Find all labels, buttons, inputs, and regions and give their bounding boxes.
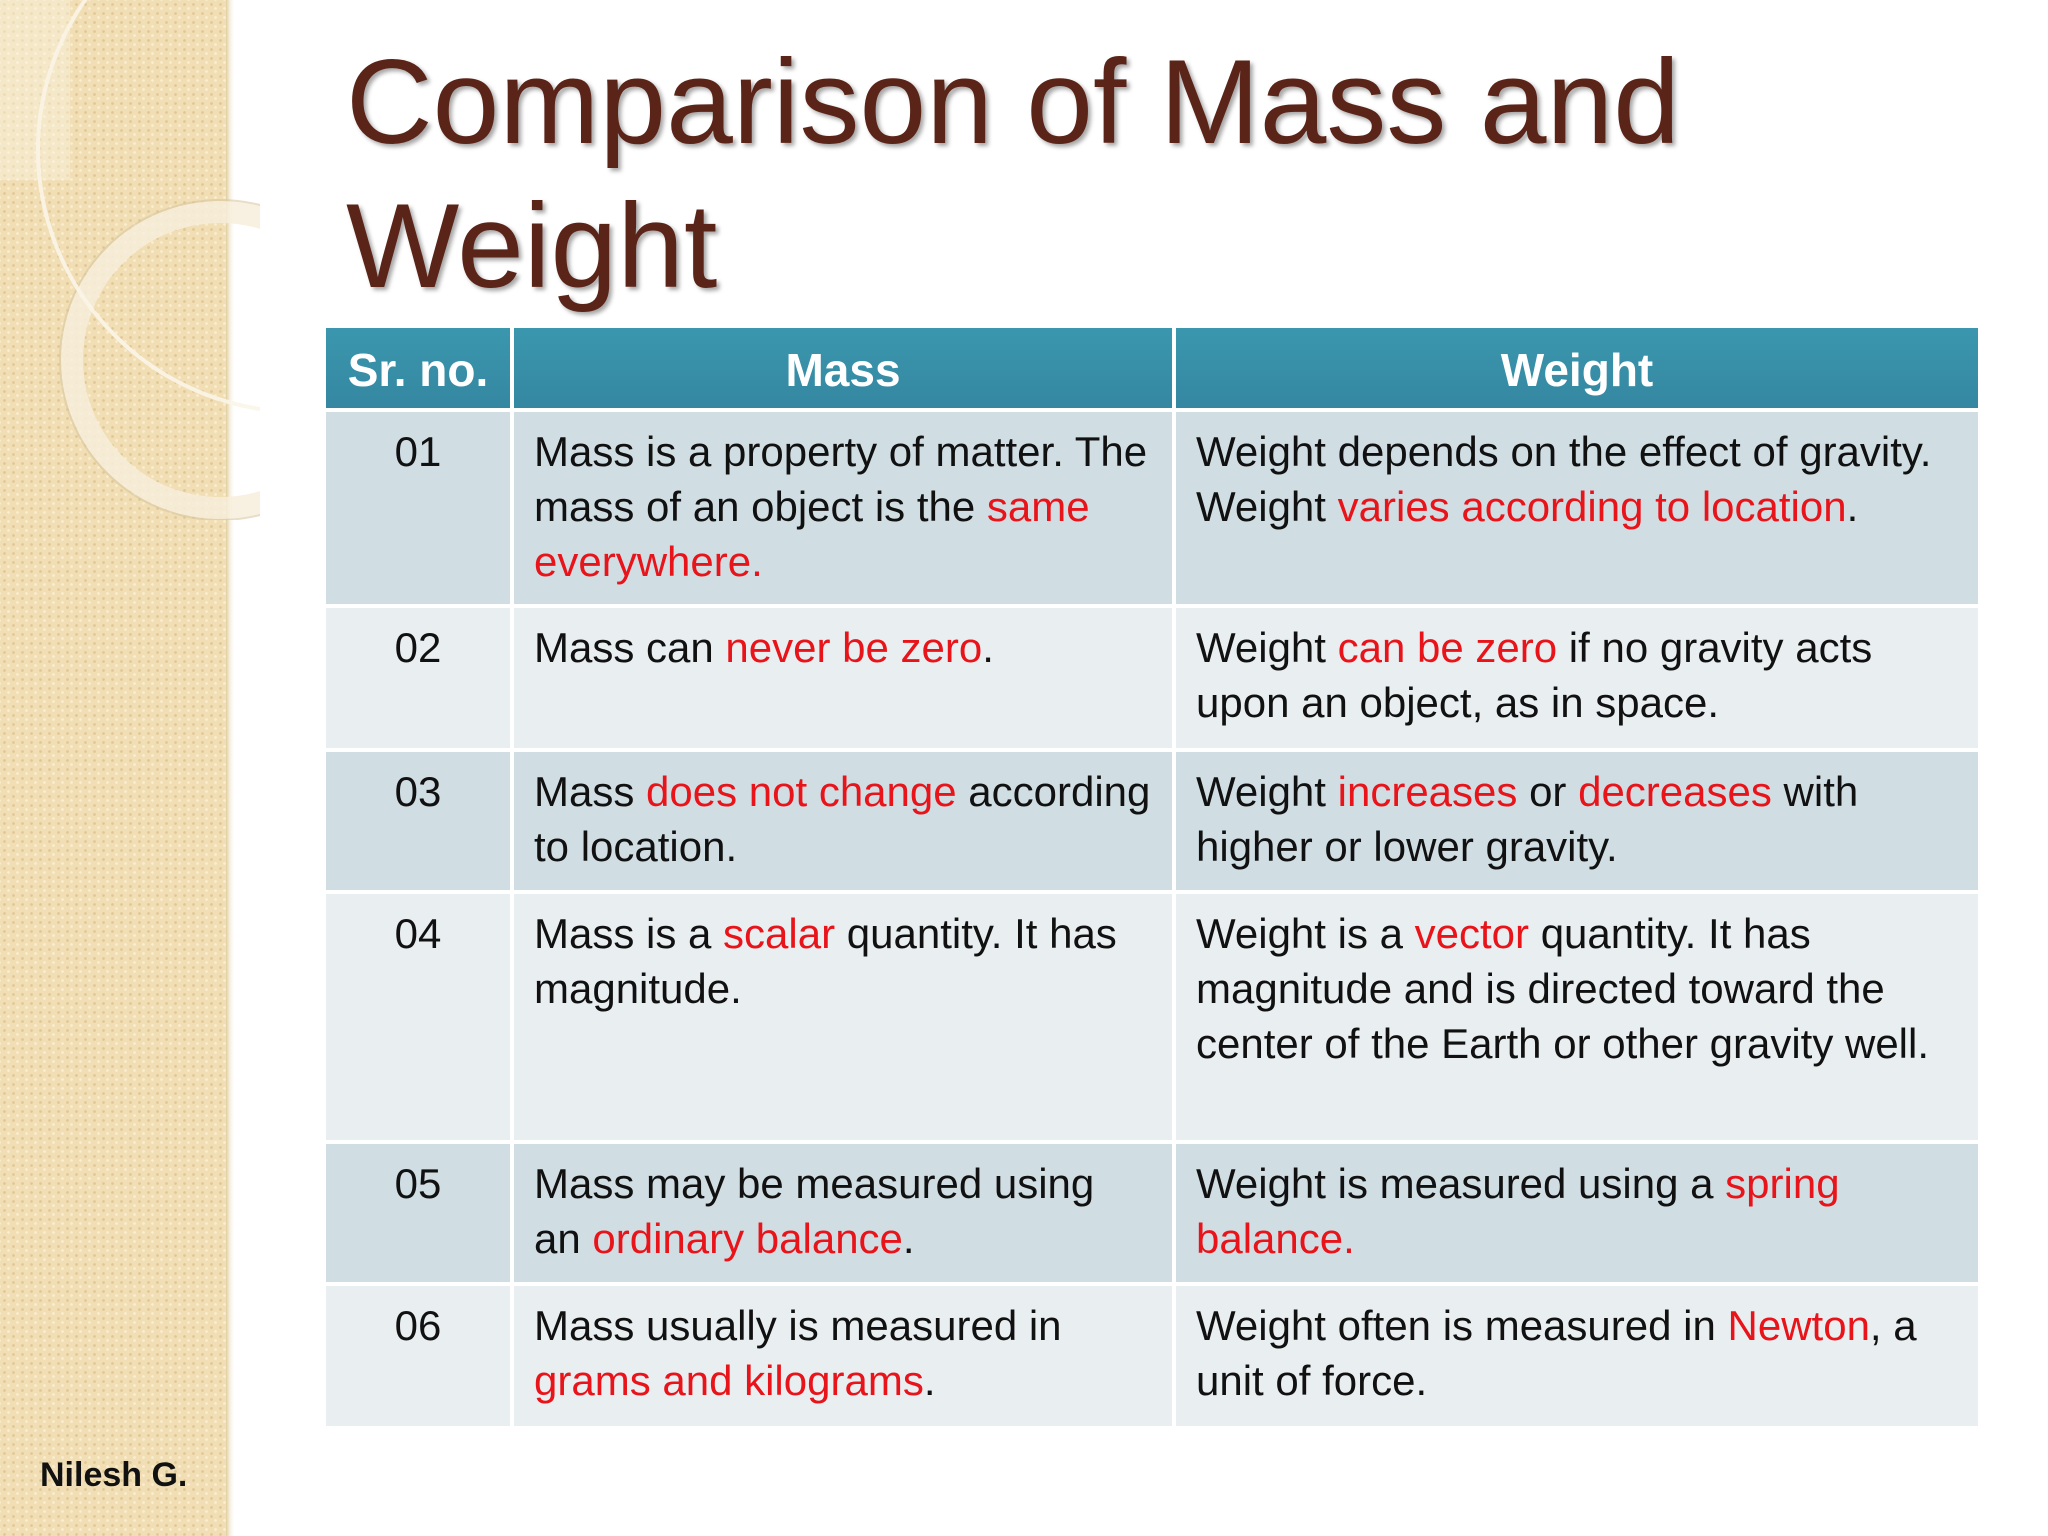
table-row: 03 Mass does not change according to loc… (322, 748, 1982, 894)
weight-text: if no gravity acts upon an object, as in… (1196, 624, 1873, 726)
weight-cell: Weight is a vector quantity. It has magn… (1172, 890, 1982, 1144)
weight-text: Weight is a (1196, 910, 1415, 957)
header-mass: Mass (510, 324, 1176, 412)
mass-highlight: same everywhere. (534, 483, 1090, 585)
weight-highlight: Newton (1727, 1302, 1870, 1349)
header-weight: Weight (1172, 324, 1982, 412)
weight-highlight: increases (1337, 768, 1518, 815)
weight-text: or (1517, 768, 1579, 815)
mass-cell: Mass is a property of matter. The mass o… (510, 408, 1176, 608)
weight-highlight: spring balance. (1196, 1160, 1840, 1262)
row-number: 01 (322, 408, 514, 608)
mass-text: Mass is a property of matter. The mass o… (534, 428, 1148, 530)
table-row: 05 Mass may be measured using an ordinar… (322, 1140, 1982, 1286)
row-number: 04 (322, 890, 514, 1144)
table-row: 01 Mass is a property of matter. The mas… (322, 408, 1982, 608)
comparison-table: Sr. no. Mass Weight 01 Mass is a propert… (322, 324, 1982, 1430)
mass-text: Mass may be measured using an (534, 1160, 1095, 1262)
row-number: 02 (322, 604, 514, 752)
weight-text: quantity. It has magnitude and is direct… (1196, 910, 1930, 1067)
row-number: 03 (322, 748, 514, 894)
weight-highlight: vector (1414, 910, 1530, 957)
mass-highlight: grams and kilograms (534, 1357, 924, 1404)
weight-text: Weight is measured using a (1196, 1160, 1726, 1207)
decorative-rings (0, 0, 260, 520)
table-row: 04 Mass is a scalar quantity. It has mag… (322, 890, 1982, 1144)
mass-cell: Mass does not change according to locati… (510, 748, 1176, 894)
mass-cell: Mass usually is measured in grams and ki… (510, 1282, 1176, 1430)
mass-highlight: does not change (646, 768, 957, 815)
weight-cell: Weight is measured using a spring balanc… (1172, 1140, 1982, 1286)
table-header-row: Sr. no. Mass Weight (322, 324, 1982, 412)
mass-cell: Mass can never be zero. (510, 604, 1176, 752)
weight-text: with higher or lower gravity. (1196, 768, 1859, 870)
weight-text: Weight (1196, 624, 1338, 671)
header-sr-no: Sr. no. (322, 324, 514, 412)
side-panel-edge (226, 0, 234, 1536)
mass-cell: Mass is a scalar quantity. It has magnit… (510, 890, 1176, 1144)
table-row: 06 Mass usually is measured in grams and… (322, 1282, 1982, 1430)
row-number: 05 (322, 1140, 514, 1286)
slide-title: Comparison of Mass and Weight (346, 35, 1680, 313)
mass-highlight: ordinary balance (592, 1215, 903, 1262)
weight-cell: Weight can be zero if no gravity acts up… (1172, 604, 1982, 752)
weight-text: Weight often is measured in (1196, 1302, 1728, 1349)
author-name: Nilesh G. (40, 1456, 188, 1494)
mass-text: Mass is a (534, 910, 724, 957)
mass-text: . (902, 1215, 915, 1262)
weight-highlight: can be zero (1337, 624, 1558, 671)
weight-text: Weight (1196, 768, 1338, 815)
mass-text: . (923, 1357, 936, 1404)
weight-cell: Weight increases or decreases with highe… (1172, 748, 1982, 894)
weight-text: . (1846, 483, 1859, 530)
mass-highlight: never be zero (725, 624, 983, 671)
mass-text: . (982, 624, 994, 671)
row-number: 06 (322, 1282, 514, 1430)
weight-cell: Weight depends on the effect of gravity.… (1172, 408, 1982, 608)
mass-text: Mass usually is measured in (534, 1302, 1062, 1349)
mass-cell: Mass may be measured using an ordinary b… (510, 1140, 1176, 1286)
mass-text: quantity. It has magnitude. (534, 910, 1117, 1012)
mass-text: according to location. (534, 768, 1151, 870)
weight-text: Weight depends on the effect of gravity.… (1196, 428, 1932, 530)
weight-highlight: varies according to location (1337, 483, 1847, 530)
mass-highlight: scalar (723, 910, 836, 957)
weight-cell: Weight often is measured in Newton, a un… (1172, 1282, 1982, 1430)
weight-text: , a unit of force. (1196, 1302, 1917, 1404)
table-row: 02 Mass can never be zero. Weight can be… (322, 604, 1982, 752)
weight-highlight: decreases (1578, 768, 1772, 815)
mass-text: Mass (534, 768, 647, 815)
mass-text: Mass can (534, 624, 726, 671)
